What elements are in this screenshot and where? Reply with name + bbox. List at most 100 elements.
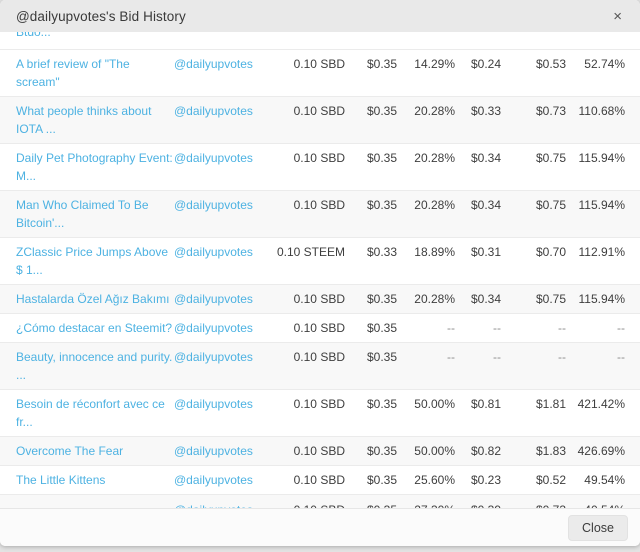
vote-value: $0.35 (366, 473, 397, 487)
roi-percent: 40.54% (566, 501, 625, 508)
bid-value: $0.34 (470, 151, 501, 165)
post-title-link[interactable]: A brief review of "The scream" (16, 57, 130, 89)
table-row: The Little Kittens @dailyupvotes 0.10 SB… (0, 466, 640, 495)
bid-value: $0.24 (470, 57, 501, 71)
vote-value: $0.35 (366, 57, 397, 71)
vote-value: $0.33 (366, 245, 397, 259)
bid-percent: 20.28% (414, 198, 455, 212)
bid-percent: -- (447, 350, 455, 364)
account-link[interactable]: @dailyupvotes (174, 198, 253, 212)
post-title-link[interactable]: ¿Cómo destacar en Steemit? (16, 321, 173, 335)
bid-percent: 50.00% (414, 397, 455, 411)
account-link[interactable]: @dailyupvotes (174, 245, 253, 259)
account-link[interactable]: @dailyupvotes (174, 350, 253, 364)
upvote-value: $0.53 (535, 57, 566, 71)
post-title-link[interactable]: Btdo... (16, 32, 51, 39)
bid-amount: 0.10 SBD (293, 292, 345, 306)
post-title-link[interactable]: Beauty, innocence and purity. ... (16, 350, 173, 382)
bid-value: $0.33 (470, 104, 501, 118)
account-link[interactable]: @dailyupvotes (174, 292, 253, 306)
bid-percent: 20.28% (414, 104, 455, 118)
table-row: Besoin de réconfort avec ce fr... @daily… (0, 390, 640, 437)
roi-percent: 110.68% (578, 104, 625, 118)
bid-percent: 25.60% (414, 473, 455, 487)
bid-amount: 0.10 STEEM (276, 245, 345, 259)
bid-amount: 0.10 SBD (293, 473, 345, 487)
bid-percent: 18.89% (414, 245, 455, 259)
account-link[interactable]: @dailyupvotes (174, 397, 253, 411)
post-title-link[interactable]: Man Who Claimed To Be Bitcoin'... (16, 198, 149, 230)
account-link[interactable]: @dailyupvotes (174, 151, 253, 165)
bid-amount: 0.10 SBD (293, 444, 345, 458)
bid-percent: 50.00% (414, 444, 455, 458)
upvote-value: $0.73 (501, 501, 566, 508)
upvote-value: $0.75 (535, 292, 566, 306)
vote-value: $0.35 (366, 397, 397, 411)
account-link[interactable]: @dailyupvotes (174, 104, 253, 118)
vote-value: $0.35 (366, 444, 397, 458)
upvote-value: $0.73 (535, 104, 566, 118)
table-row: What people thinks about IOTA ... @daily… (0, 97, 640, 144)
account-link[interactable]: @dailyupvotes (174, 444, 253, 458)
bid-table-body: Btdo... A brief review of "The scream" @… (0, 32, 640, 508)
account-link[interactable]: @dailyupvotes (174, 57, 253, 71)
bid-amount: 0.10 SBD (293, 350, 345, 364)
bid-value: $0.23 (470, 473, 501, 487)
post-title-link[interactable]: ZClassic Price Jumps Above $ 1... (16, 245, 169, 277)
upvote-value: $1.81 (535, 397, 566, 411)
account-link[interactable]: @dailyupvotes (174, 473, 253, 487)
bid-value: -- (493, 350, 501, 364)
table-row: Hastalarda Özel Ağız Bakımı @dailyupvote… (0, 285, 640, 314)
post-title-link[interactable]: Daily Pet Photography Event: M... (16, 151, 173, 183)
table-row: Daily Pet Photography Event: M... @daily… (0, 144, 640, 191)
upvote-value: -- (558, 321, 566, 335)
post-title-link[interactable]: Besoin de réconfort avec ce fr... (16, 397, 165, 429)
vote-value: $0.35 (366, 104, 397, 118)
bid-value: $0.81 (470, 397, 501, 411)
bid-amount: 0.10 SBD (293, 321, 345, 335)
account-link[interactable]: @dailyupvotes (174, 321, 253, 335)
close-button[interactable]: Close (568, 514, 628, 541)
bid-percent: 27.30% (397, 501, 455, 508)
account-link[interactable]: @dailyupvotes (174, 501, 272, 508)
vote-value: $0.35 (366, 198, 397, 212)
modal-header: @dailyupvotes's Bid History × (0, 0, 640, 32)
bid-percent: 20.28% (414, 151, 455, 165)
upvote-value: $1.83 (535, 444, 566, 458)
vote-value: $0.35 (366, 151, 397, 165)
table-row: ¿Cómo destacar en Steemit? @dailyupvotes… (0, 314, 640, 343)
bid-percent: 14.29% (414, 57, 455, 71)
close-icon[interactable]: × (613, 7, 622, 25)
upvote-value: -- (558, 350, 566, 364)
post-title-link[interactable]: The Little Kittens (16, 473, 106, 487)
upvote-value: $0.75 (535, 151, 566, 165)
post-title-link[interactable]: Hastalarda Özel Ağız Bakımı (16, 292, 170, 306)
upvote-value: $0.52 (535, 473, 566, 487)
roi-percent: 52.74% (584, 57, 625, 71)
vote-value: $0.35 (366, 292, 397, 306)
roi-percent: -- (617, 350, 625, 364)
upvote-value: $0.70 (535, 245, 566, 259)
roi-percent: 426.69% (577, 444, 625, 458)
vote-value: $0.35 (366, 350, 397, 364)
bid-value: $0.31 (470, 245, 501, 259)
modal-footer: Close (0, 508, 640, 546)
roi-percent: 115.94% (578, 292, 625, 306)
post-title-link[interactable]: What people thinks about IOTA ... (16, 104, 152, 136)
table-row: Beauty, innocence and purity. ... @daily… (0, 343, 640, 390)
table-row: Man Who Claimed To Be Bitcoin'... @daily… (0, 191, 640, 238)
roi-percent: 112.91% (578, 245, 625, 259)
bid-amount: 0.10 SBD (293, 397, 345, 411)
bid-amount: 0.10 SBD (293, 151, 345, 165)
modal-title: @dailyupvotes's Bid History (16, 8, 186, 24)
post-title-link[interactable]: ... (0, 501, 174, 508)
bid-percent: -- (447, 321, 455, 335)
bid-amount: 0.10 SBD (272, 501, 345, 508)
table-row: A brief review of "The scream" @dailyupv… (0, 50, 640, 97)
bid-value: $0.82 (470, 444, 501, 458)
vote-value: $0.35 (345, 501, 397, 508)
post-title-link[interactable]: Overcome The Fear (16, 444, 124, 458)
roi-percent: 115.94% (578, 198, 625, 212)
table-row: ... @dailyupvotes 0.10 SBD $0.35 27.30% … (0, 495, 640, 508)
